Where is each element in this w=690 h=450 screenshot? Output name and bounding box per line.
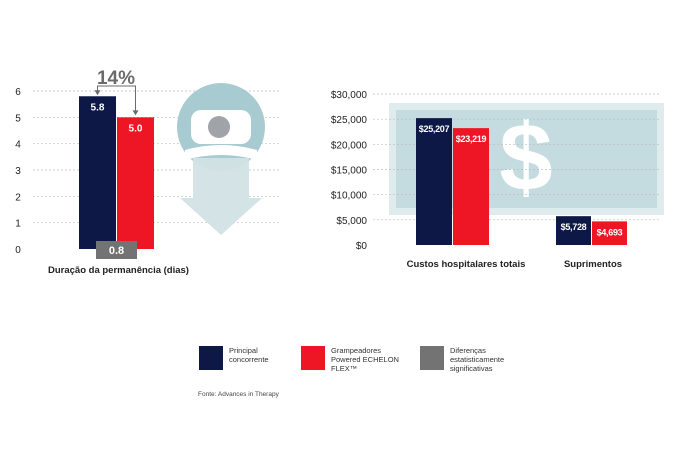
- bar-principal-stay: [79, 96, 116, 250]
- y-tick-label: 2: [15, 192, 21, 203]
- data-label-principal-1: $5,728: [561, 222, 587, 232]
- bar-echelon-stay: [117, 117, 154, 249]
- y-tick-label: $10,000: [331, 191, 368, 202]
- source-note: Fonte: Advances in Therapy: [198, 391, 279, 398]
- legend-item-principal: Principal concorrente: [199, 346, 281, 370]
- legend-label-principal: Principal concorrente: [229, 346, 269, 364]
- patient-bed-icon-blanket: [185, 145, 257, 160]
- bar-echelon-1: [592, 221, 627, 245]
- y-tick-label: 0: [15, 245, 21, 256]
- patient-bed-icon-head: [208, 116, 230, 138]
- y-tick-label: 5: [15, 113, 21, 124]
- legend-item-difference: Diferenças estatisticamente significativ…: [420, 346, 520, 373]
- difference-label: 0.8: [109, 245, 124, 257]
- y-tick-label: 6: [15, 87, 21, 98]
- legend-label-echelon: Grampeadores Powered ECHELON FLEX™: [331, 346, 399, 373]
- y-tick-label: $30,000: [331, 90, 368, 101]
- data-label-echelon-0: $23,219: [456, 134, 487, 144]
- bar-principal-0: [416, 118, 452, 245]
- dollar-sign-glyph: $: [499, 104, 552, 211]
- legend-swatch-difference: [420, 346, 444, 370]
- legend-swatch-principal: [199, 346, 223, 370]
- legend-swatch-echelon: [301, 346, 325, 370]
- data-label-echelon-stay: 5.0: [129, 123, 143, 134]
- down-arrow-icon: [180, 158, 262, 235]
- x-category-label: Custos hospitalares totais: [407, 259, 526, 270]
- x-category-label: Duração da permanência (dias): [48, 265, 189, 276]
- difference-badge: [96, 241, 137, 259]
- data-label-echelon-1: $4,693: [597, 227, 623, 237]
- bar-echelon-0: [453, 128, 489, 245]
- y-tick-label: $5,000: [336, 216, 367, 227]
- legend-item-echelon: Grampeadores Powered ECHELON FLEX™: [301, 346, 403, 373]
- annotation-bracket: [97, 85, 136, 114]
- y-tick-label: 4: [15, 140, 21, 151]
- y-tick-label: $20,000: [331, 140, 368, 151]
- x-category-label: Suprimentos: [564, 259, 622, 270]
- y-tick-label: 3: [15, 166, 21, 177]
- y-tick-label: $25,000: [331, 115, 368, 126]
- data-label-principal-0: $25,207: [419, 124, 450, 134]
- legend-label-difference: Diferenças estatisticamente significativ…: [450, 346, 505, 373]
- y-tick-label: $0: [356, 241, 368, 252]
- annotation-arrow: [94, 90, 101, 96]
- annotation-arrow: [132, 110, 139, 116]
- patient-bed-icon: [177, 83, 265, 235]
- y-tick-label: 1: [15, 219, 21, 230]
- length-of-stay-chart: 0 1 2 3 4 5 6 5.8 5.0 0.8 14% Duração da permanênci…: [15, 68, 280, 276]
- data-label-principal-stay: 5.8: [91, 102, 105, 113]
- bar-principal-1: [556, 216, 591, 245]
- annotation-percent: 14%: [97, 68, 135, 89]
- y-tick-label: $15,000: [331, 166, 368, 177]
- costs-chart: $0 $5,000 $10,000 $15,000 $20,000 $25,000 $30,…: [331, 90, 660, 270]
